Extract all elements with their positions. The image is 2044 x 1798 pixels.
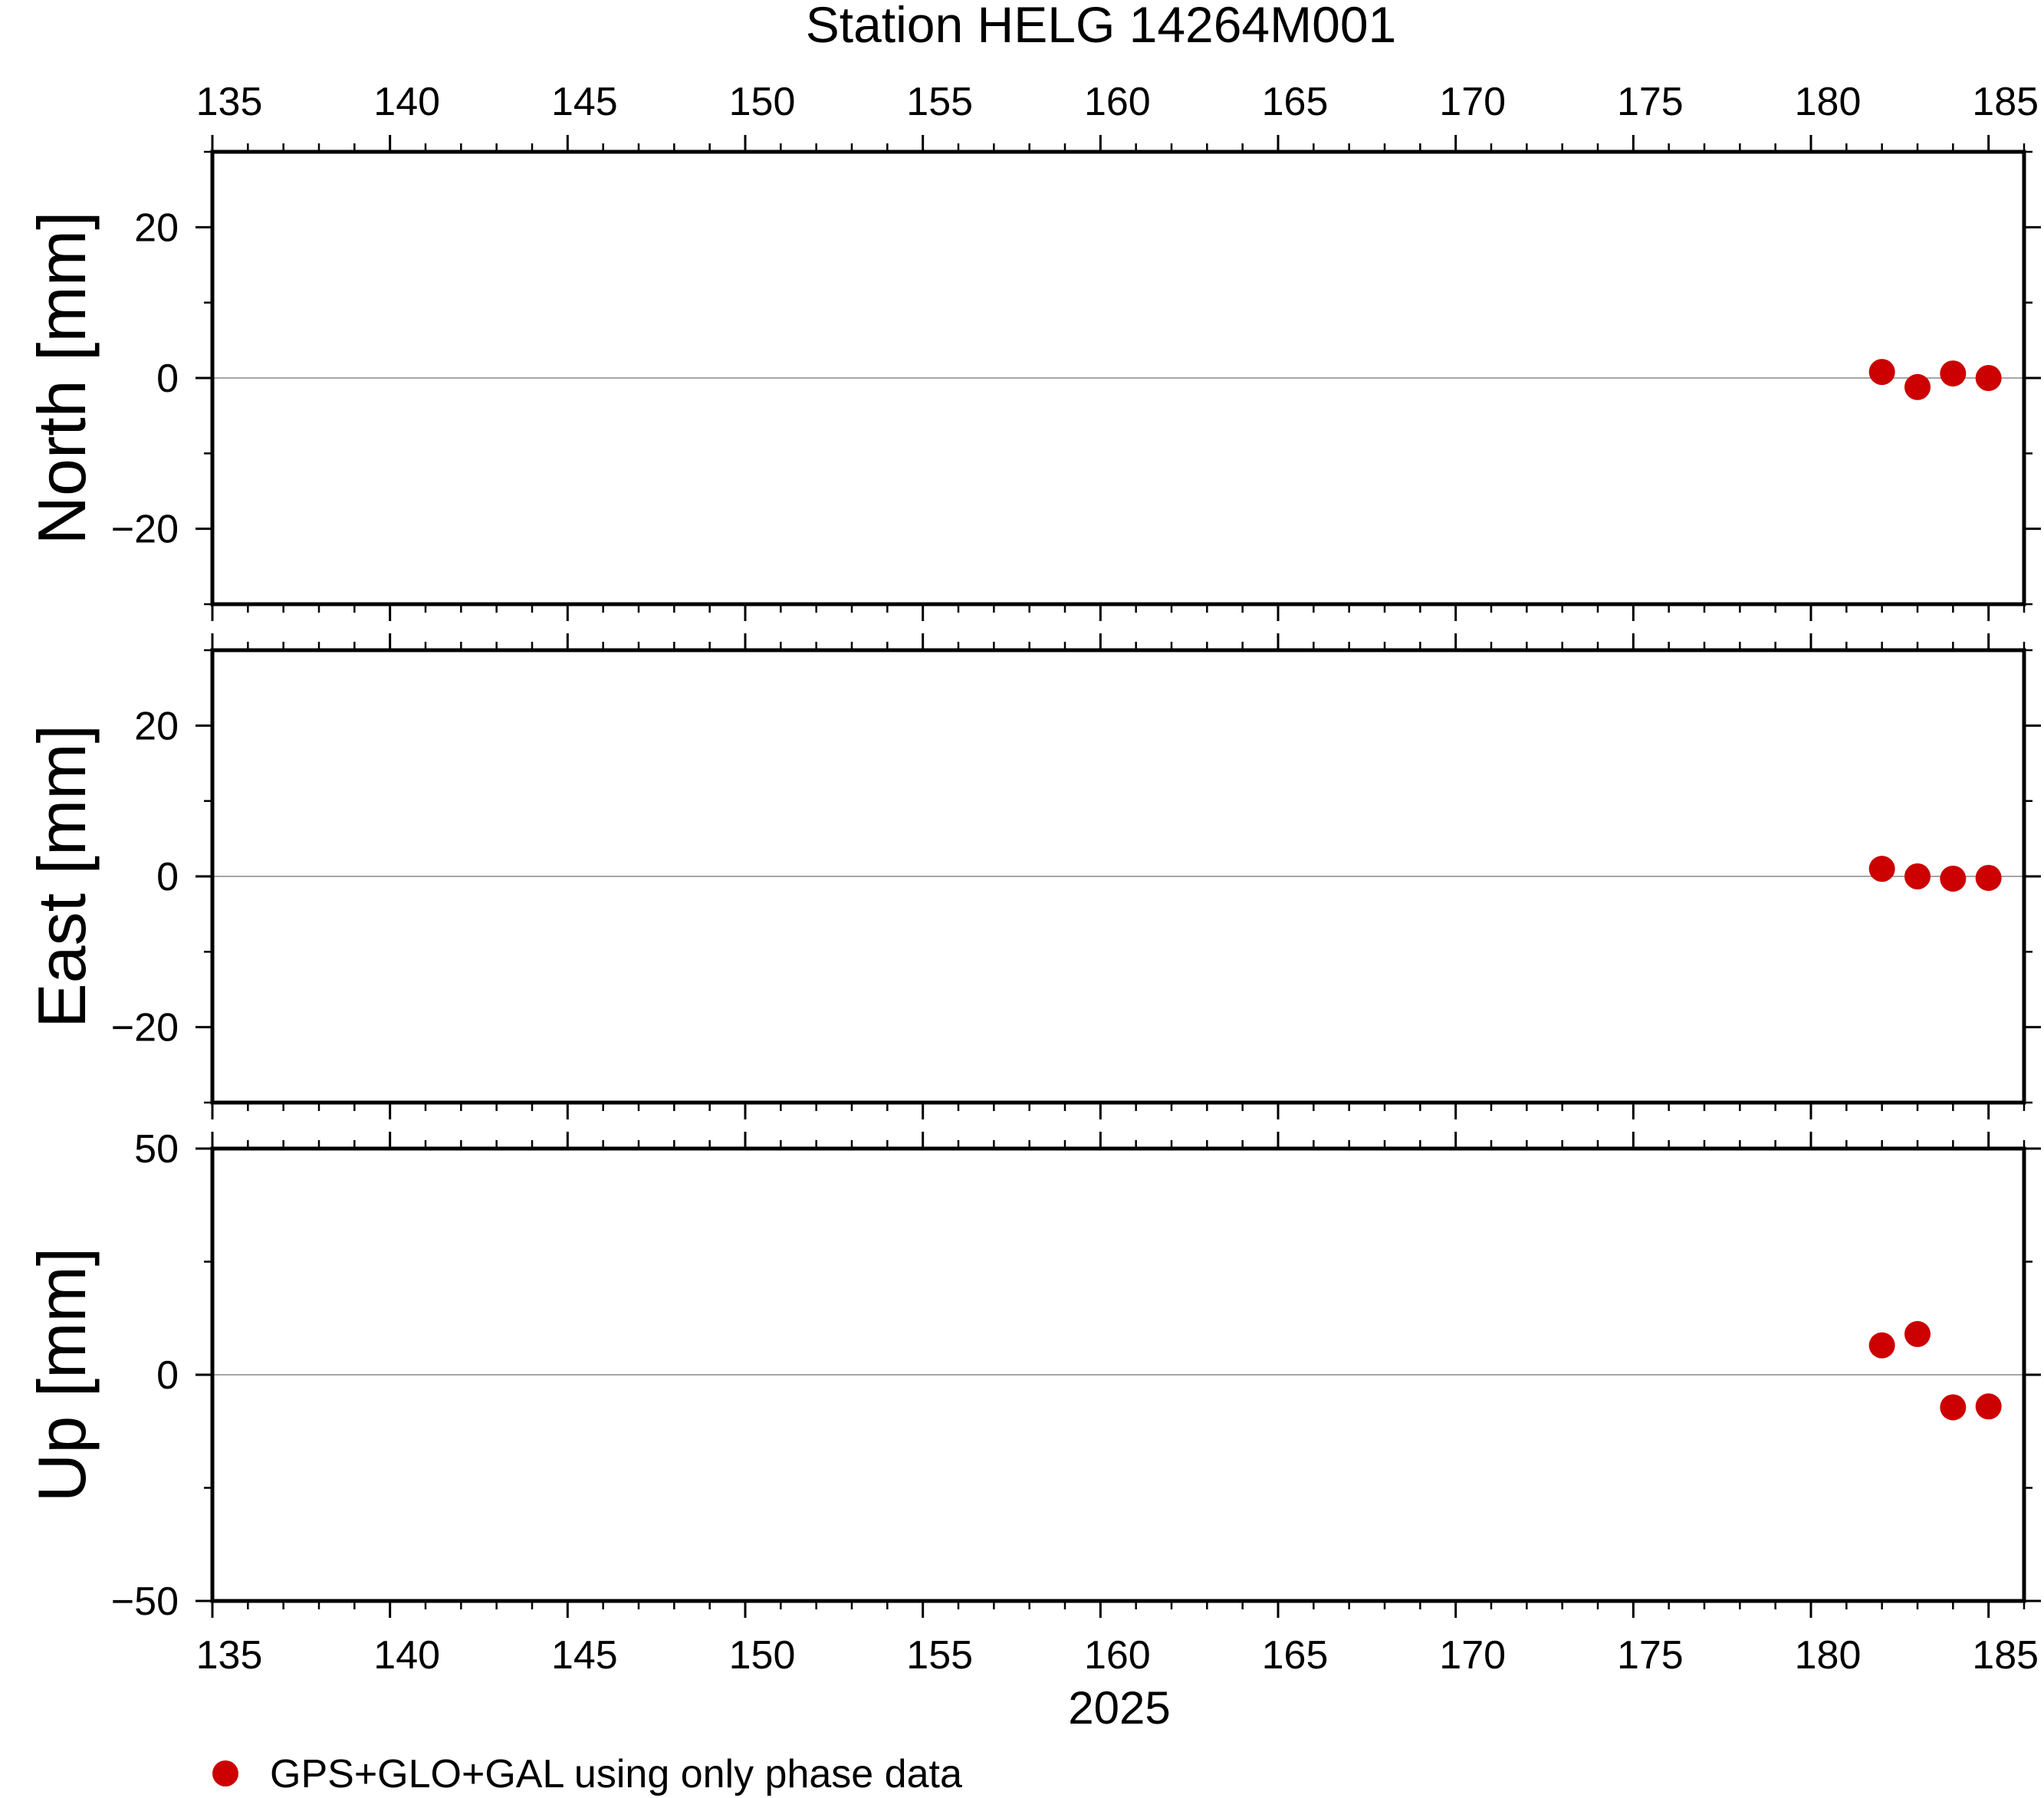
y-tick-label: 50 bbox=[134, 1127, 179, 1172]
x-axis-label: 2025 bbox=[1068, 1682, 1170, 1734]
data-point bbox=[1975, 365, 2002, 391]
y-tick-label: 0 bbox=[156, 357, 179, 401]
x-tick-label-bottom: 175 bbox=[1617, 1633, 1684, 1678]
data-point bbox=[1904, 373, 1931, 400]
y-axis-label: East [mm] bbox=[24, 725, 100, 1028]
legend-marker bbox=[212, 1760, 238, 1786]
x-tick-label-top: 185 bbox=[1972, 80, 2039, 124]
data-point bbox=[1904, 863, 1931, 889]
x-tick-label-top: 155 bbox=[906, 80, 973, 124]
chart-title: Station HELG 14264M001 bbox=[806, 0, 1397, 53]
data-point bbox=[1868, 1332, 1895, 1359]
y-tick-label: −20 bbox=[111, 508, 179, 552]
data-point bbox=[1868, 856, 1895, 883]
data-point bbox=[1868, 359, 1895, 386]
x-tick-label-bottom: 180 bbox=[1795, 1633, 1862, 1678]
x-tick-label-top: 170 bbox=[1439, 80, 1506, 124]
panel-3: 50 0 −50 Up [mm] bbox=[24, 1127, 2041, 1624]
x-tick-label-top: 135 bbox=[196, 80, 263, 124]
x-tick-label-bottom: 135 bbox=[196, 1633, 263, 1678]
y-tick-label: 0 bbox=[156, 1353, 179, 1398]
x-tick-label-bottom: 150 bbox=[729, 1633, 796, 1678]
x-tick-label-top: 150 bbox=[729, 80, 796, 124]
data-point bbox=[1975, 864, 2002, 891]
y-tick-label: −20 bbox=[111, 1006, 179, 1050]
y-tick-label: 20 bbox=[134, 704, 179, 748]
x-tick-label-bottom: 170 bbox=[1439, 1633, 1506, 1678]
x-tick-label-bottom: 185 bbox=[1972, 1633, 2039, 1678]
x-tick-label-top: 165 bbox=[1262, 80, 1329, 124]
x-tick-label-bottom: 165 bbox=[1262, 1633, 1329, 1678]
x-tick-label-top: 140 bbox=[373, 80, 440, 124]
data-point bbox=[1940, 360, 1967, 387]
data-point bbox=[1940, 865, 1967, 892]
data-point bbox=[1904, 1320, 1931, 1347]
data-point bbox=[1940, 1394, 1967, 1421]
y-tick-label: 0 bbox=[156, 855, 179, 899]
x-tick-label-bottom: 155 bbox=[906, 1633, 973, 1678]
x-tick-label-top: 160 bbox=[1084, 80, 1151, 124]
data-point bbox=[1975, 1393, 2002, 1420]
x-tick-label-top: 175 bbox=[1617, 80, 1684, 124]
x-tick-label-bottom: 160 bbox=[1084, 1633, 1151, 1678]
x-tick-label-bottom: 145 bbox=[551, 1633, 618, 1678]
legend-label: GPS+GLO+GAL using only phase data bbox=[270, 1752, 962, 1796]
y-axis-label: Up [mm] bbox=[24, 1247, 100, 1502]
y-tick-label: 20 bbox=[134, 205, 179, 250]
x-tick-label-top: 145 bbox=[551, 80, 618, 124]
y-axis-label: North [mm] bbox=[24, 211, 100, 544]
legend: GPS+GLO+GAL using only phase data bbox=[212, 1752, 962, 1796]
x-tick-label-top: 180 bbox=[1795, 80, 1862, 124]
x-tick-label-bottom: 140 bbox=[373, 1633, 440, 1678]
x-tick-labels: 135 135 140 140 145 145 150 150 155 155 160 160 165 1… bbox=[196, 80, 2039, 1678]
y-tick-label: −50 bbox=[111, 1579, 179, 1624]
